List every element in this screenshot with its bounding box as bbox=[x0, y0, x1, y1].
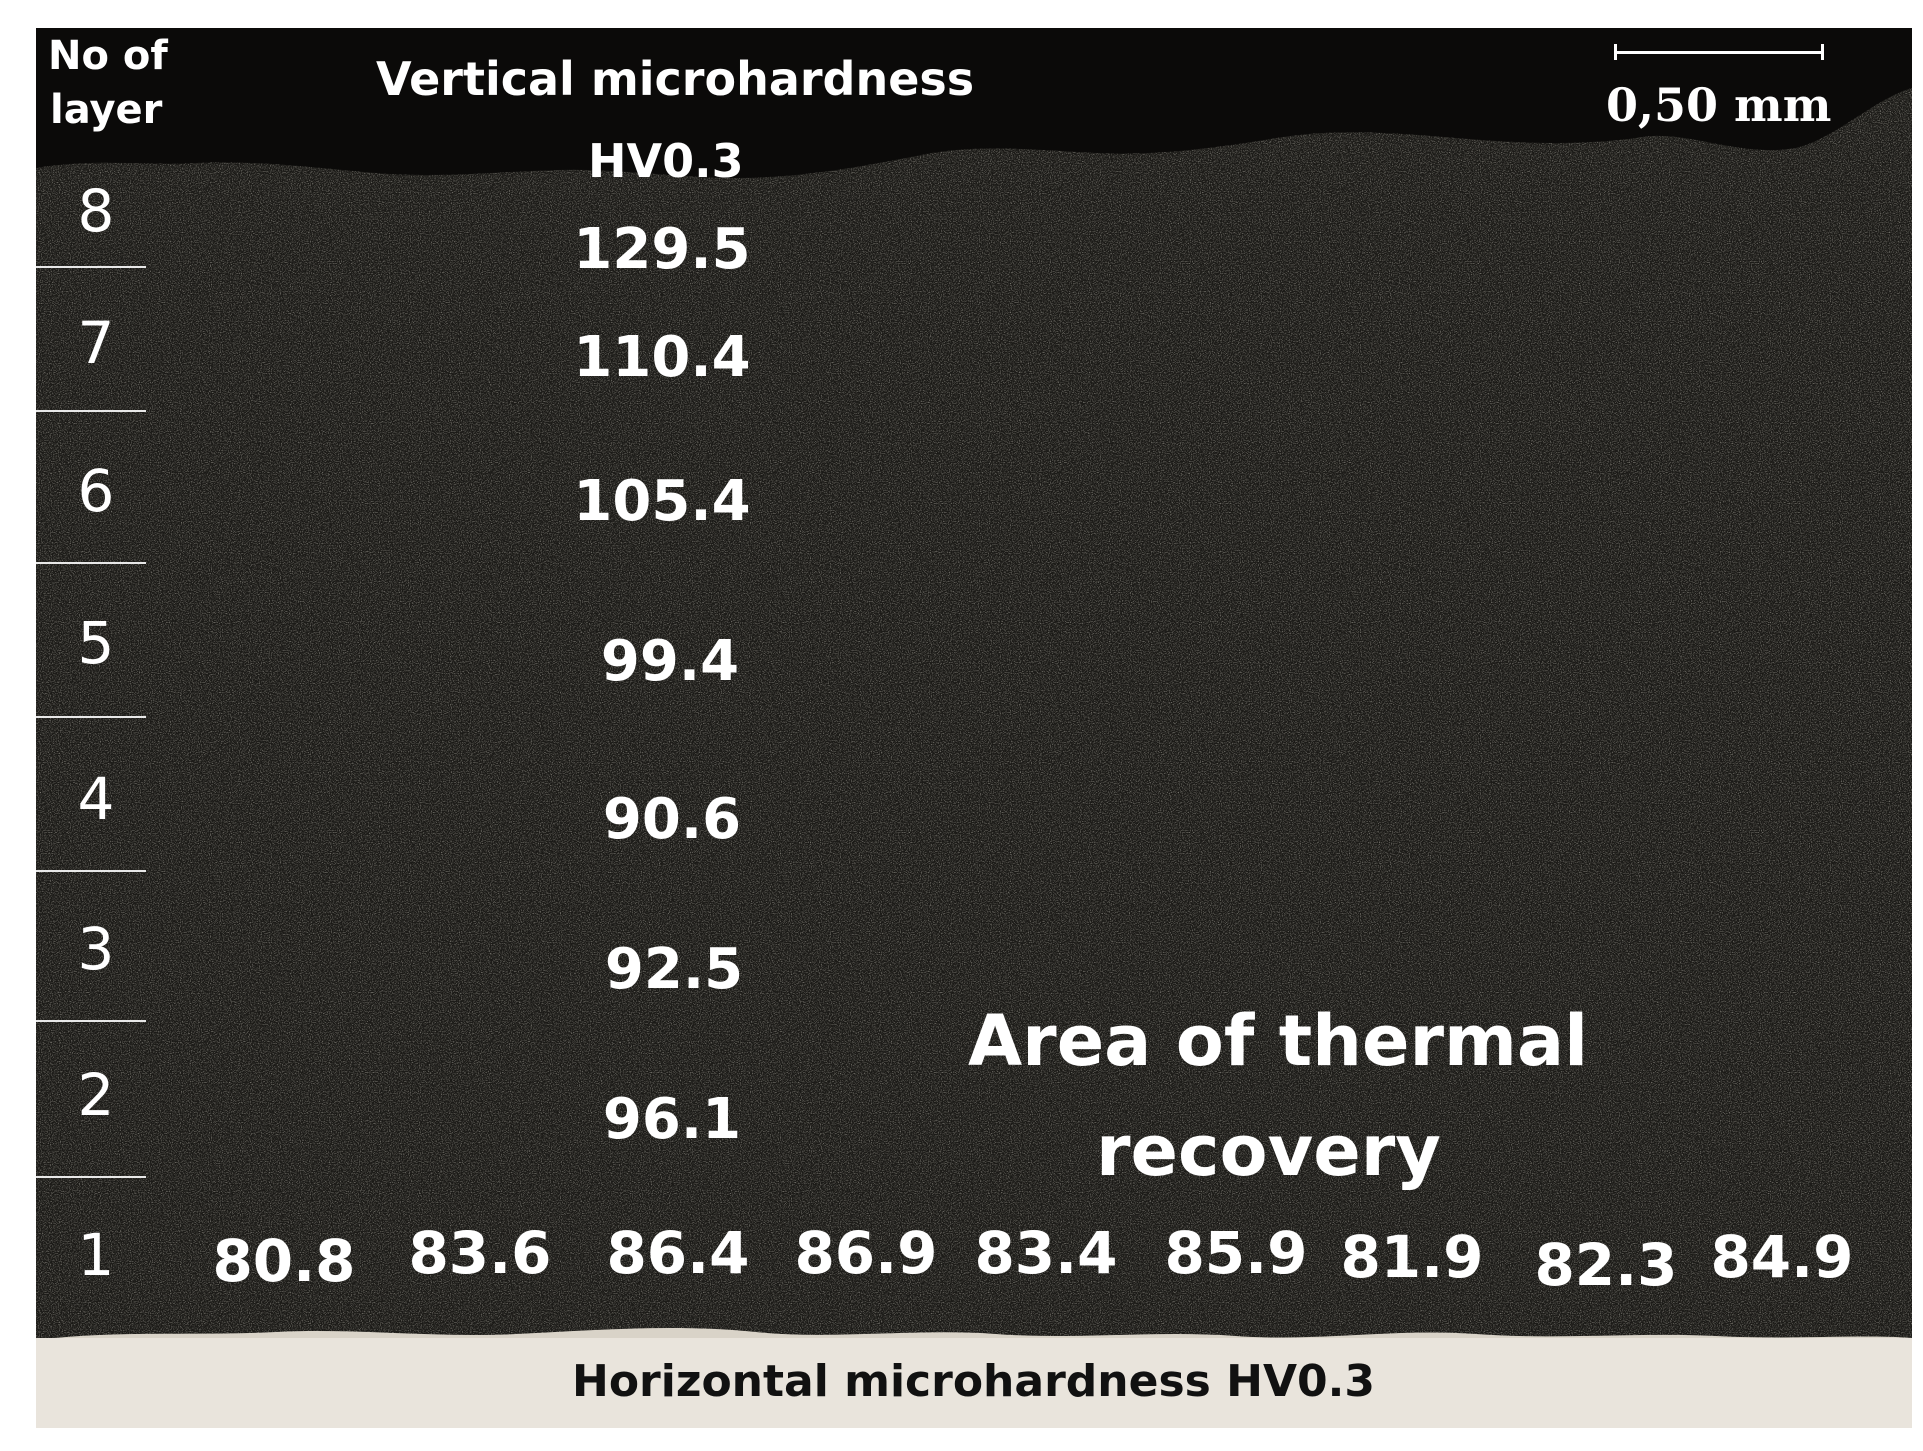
layer-number-2: 2 bbox=[77, 1061, 115, 1129]
horizontal-value: 83.6 bbox=[408, 1219, 552, 1287]
micrograph-texture bbox=[36, 28, 1912, 1428]
thermal-area-line1: Area of thermal bbox=[968, 1000, 1589, 1082]
horizontal-value: 80.8 bbox=[212, 1227, 356, 1295]
thermal-area-line2: recovery bbox=[1096, 1110, 1441, 1192]
layer-separator bbox=[36, 1020, 146, 1022]
vertical-value-layer-3: 92.5 bbox=[604, 937, 744, 1002]
layer-number-6: 6 bbox=[77, 457, 115, 525]
scale-bar bbox=[1614, 44, 1824, 60]
horizontal-value: 84.9 bbox=[1710, 1223, 1854, 1291]
layer-header-line1: No of bbox=[48, 33, 168, 79]
layer-separator bbox=[36, 266, 146, 268]
vertical-value-layer-8: 129.5 bbox=[573, 217, 751, 282]
layer-separator bbox=[36, 870, 146, 872]
vertical-value-layer-5: 99.4 bbox=[600, 629, 740, 694]
vertical-value-layer-6: 105.4 bbox=[573, 469, 751, 534]
layer-number-7: 7 bbox=[77, 309, 115, 377]
scale-bar-label: 0,50 mm bbox=[1606, 78, 1832, 132]
vertical-value-layer-7: 110.4 bbox=[573, 325, 751, 390]
layer-number-5: 5 bbox=[77, 609, 115, 677]
substrate bbox=[36, 1338, 1912, 1428]
layer-number-4: 4 bbox=[77, 765, 115, 833]
horizontal-value: 86.9 bbox=[794, 1219, 938, 1287]
top-surface-shadow bbox=[36, 28, 1912, 178]
horizontal-value: 85.9 bbox=[1164, 1219, 1308, 1287]
layer-header-line2: layer bbox=[50, 87, 163, 133]
horizontal-value: 86.4 bbox=[606, 1219, 750, 1287]
layer-separator bbox=[36, 716, 146, 718]
layer-number-3: 3 bbox=[77, 915, 115, 983]
horizontal-value: 82.3 bbox=[1534, 1231, 1678, 1299]
vertical-value-layer-2: 96.1 bbox=[602, 1087, 742, 1152]
micrograph: No of layer Vertical microhardness HV0.3… bbox=[36, 28, 1912, 1428]
layer-number-1: 1 bbox=[77, 1221, 115, 1289]
vertical-value-layer-4: 90.6 bbox=[602, 787, 742, 852]
layer-separator bbox=[36, 562, 146, 564]
horizontal-caption: Horizontal microhardness HV0.3 bbox=[572, 1356, 1375, 1407]
layer-separator bbox=[36, 410, 146, 412]
layer-number-8: 8 bbox=[77, 177, 115, 245]
vertical-header-line1: Vertical microhardness bbox=[376, 52, 975, 106]
horizontal-value: 81.9 bbox=[1340, 1223, 1484, 1291]
vertical-header-line2: HV0.3 bbox=[588, 134, 744, 188]
horizontal-value: 83.4 bbox=[974, 1219, 1118, 1287]
layer-separator bbox=[36, 1176, 146, 1178]
